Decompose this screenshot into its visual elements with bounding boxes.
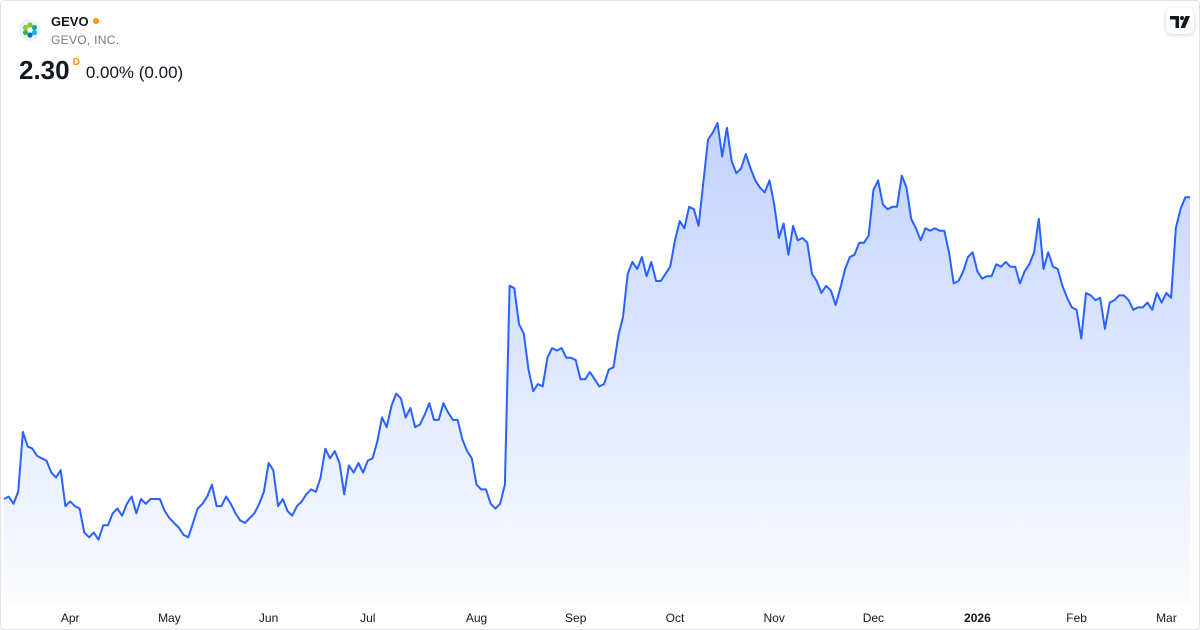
gevo-flower-logo-icon: [19, 19, 41, 41]
x-tick-label: Aug: [466, 611, 487, 625]
last-price: 2.30: [19, 55, 70, 85]
x-tick-label: 2026: [964, 611, 991, 625]
x-tick-label: Oct: [666, 611, 685, 625]
x-tick-label: Jun: [259, 611, 278, 625]
x-tick-label: Mar: [1156, 611, 1177, 625]
x-tick-label: Feb: [1066, 611, 1087, 625]
price-line: [3, 122, 1190, 541]
x-tick-label: Jul: [360, 611, 375, 625]
price-change: 0.00% (0.00): [85, 63, 184, 82]
x-tick-label: Sep: [565, 611, 587, 625]
price-flag: D: [72, 57, 80, 68]
tradingview-logo-icon[interactable]: [1166, 8, 1194, 34]
x-tick-label: Apr: [61, 611, 80, 625]
price-area-fill: [4, 123, 1190, 603]
x-tick-label: Nov: [764, 611, 785, 625]
x-tick-label: Dec: [863, 611, 884, 625]
company-name: GEVO, INC.: [51, 33, 120, 47]
symbol-ticker[interactable]: GEVO: [51, 14, 89, 29]
x-tick-label: May: [158, 611, 181, 625]
market-status-dot-icon: [92, 18, 99, 24]
